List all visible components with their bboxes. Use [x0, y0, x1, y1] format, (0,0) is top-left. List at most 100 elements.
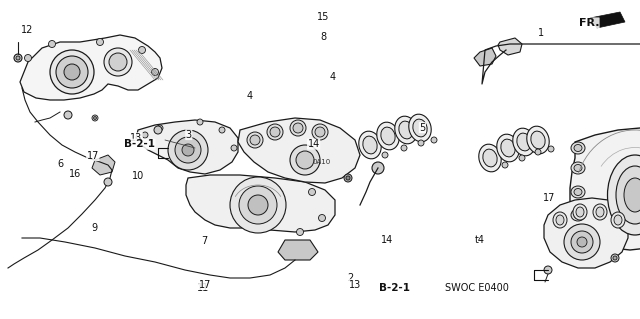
Text: 2: 2: [347, 273, 353, 283]
Polygon shape: [590, 12, 625, 28]
Text: 17: 17: [543, 193, 556, 204]
Ellipse shape: [574, 165, 582, 172]
Text: t4: t4: [475, 235, 485, 245]
Ellipse shape: [571, 142, 585, 154]
Text: 8: 8: [320, 32, 326, 42]
Text: 1: 1: [538, 28, 544, 39]
Text: 0A10: 0A10: [313, 159, 331, 165]
Circle shape: [248, 195, 268, 215]
Ellipse shape: [596, 207, 604, 217]
Text: SWOC E0400: SWOC E0400: [445, 283, 509, 293]
Ellipse shape: [381, 127, 395, 145]
Circle shape: [346, 176, 350, 180]
Circle shape: [182, 144, 194, 156]
Ellipse shape: [497, 134, 519, 162]
Ellipse shape: [611, 212, 625, 228]
Ellipse shape: [624, 178, 640, 212]
Ellipse shape: [527, 126, 549, 154]
Ellipse shape: [576, 207, 584, 217]
Ellipse shape: [479, 144, 501, 172]
Circle shape: [50, 50, 94, 94]
Circle shape: [519, 155, 525, 161]
Polygon shape: [570, 128, 640, 250]
Circle shape: [92, 115, 98, 121]
Text: 15: 15: [317, 11, 330, 22]
Ellipse shape: [517, 133, 531, 151]
Circle shape: [344, 174, 352, 182]
Circle shape: [544, 266, 552, 274]
Circle shape: [104, 48, 132, 76]
Ellipse shape: [574, 211, 582, 219]
Circle shape: [293, 123, 303, 133]
Circle shape: [104, 178, 112, 186]
Ellipse shape: [395, 116, 417, 144]
Text: 13: 13: [349, 279, 362, 290]
Circle shape: [372, 162, 384, 174]
Circle shape: [231, 145, 237, 151]
Circle shape: [290, 120, 306, 136]
Circle shape: [290, 145, 320, 175]
Ellipse shape: [377, 122, 399, 150]
Circle shape: [97, 39, 104, 46]
Circle shape: [431, 137, 437, 143]
Text: 14: 14: [381, 235, 394, 245]
Circle shape: [308, 189, 316, 196]
Circle shape: [548, 146, 554, 152]
Polygon shape: [20, 35, 162, 100]
Circle shape: [267, 124, 283, 140]
Text: B-2-1: B-2-1: [124, 139, 155, 149]
Ellipse shape: [501, 139, 515, 157]
Text: 3: 3: [186, 130, 192, 140]
Ellipse shape: [363, 136, 377, 154]
Ellipse shape: [571, 162, 585, 174]
Circle shape: [247, 132, 263, 148]
Ellipse shape: [607, 155, 640, 235]
Circle shape: [24, 55, 31, 62]
Circle shape: [296, 228, 303, 235]
Polygon shape: [474, 48, 496, 66]
Ellipse shape: [571, 186, 585, 198]
Text: 13: 13: [130, 133, 143, 143]
Circle shape: [16, 56, 20, 60]
Circle shape: [142, 132, 148, 138]
Polygon shape: [136, 120, 238, 174]
Circle shape: [49, 41, 56, 48]
Circle shape: [230, 177, 286, 233]
Circle shape: [219, 127, 225, 133]
Circle shape: [197, 119, 203, 125]
Ellipse shape: [483, 149, 497, 167]
Ellipse shape: [616, 166, 640, 224]
Circle shape: [270, 127, 280, 137]
Polygon shape: [544, 198, 628, 268]
Circle shape: [64, 111, 72, 119]
Ellipse shape: [513, 128, 535, 156]
Polygon shape: [92, 155, 115, 175]
Circle shape: [64, 64, 80, 80]
Circle shape: [502, 162, 508, 168]
Circle shape: [319, 214, 326, 221]
Circle shape: [315, 127, 325, 137]
Text: 6: 6: [58, 159, 64, 169]
Text: 9: 9: [92, 223, 98, 233]
Circle shape: [157, 125, 163, 131]
Ellipse shape: [593, 204, 607, 220]
Text: 14: 14: [307, 139, 320, 149]
Ellipse shape: [571, 209, 585, 221]
Text: B-2-1: B-2-1: [379, 283, 410, 293]
Circle shape: [418, 140, 424, 146]
Ellipse shape: [359, 131, 381, 159]
Ellipse shape: [574, 189, 582, 196]
Circle shape: [14, 54, 22, 62]
Text: 11: 11: [197, 283, 210, 293]
Text: 17: 17: [86, 151, 99, 161]
Text: 4: 4: [246, 91, 253, 101]
Text: 10: 10: [131, 171, 144, 181]
Circle shape: [296, 151, 314, 169]
Ellipse shape: [573, 204, 587, 220]
Circle shape: [571, 231, 593, 253]
Circle shape: [382, 152, 388, 158]
Circle shape: [613, 256, 617, 260]
Text: 4: 4: [330, 71, 336, 82]
Circle shape: [535, 149, 541, 155]
Circle shape: [175, 137, 201, 163]
